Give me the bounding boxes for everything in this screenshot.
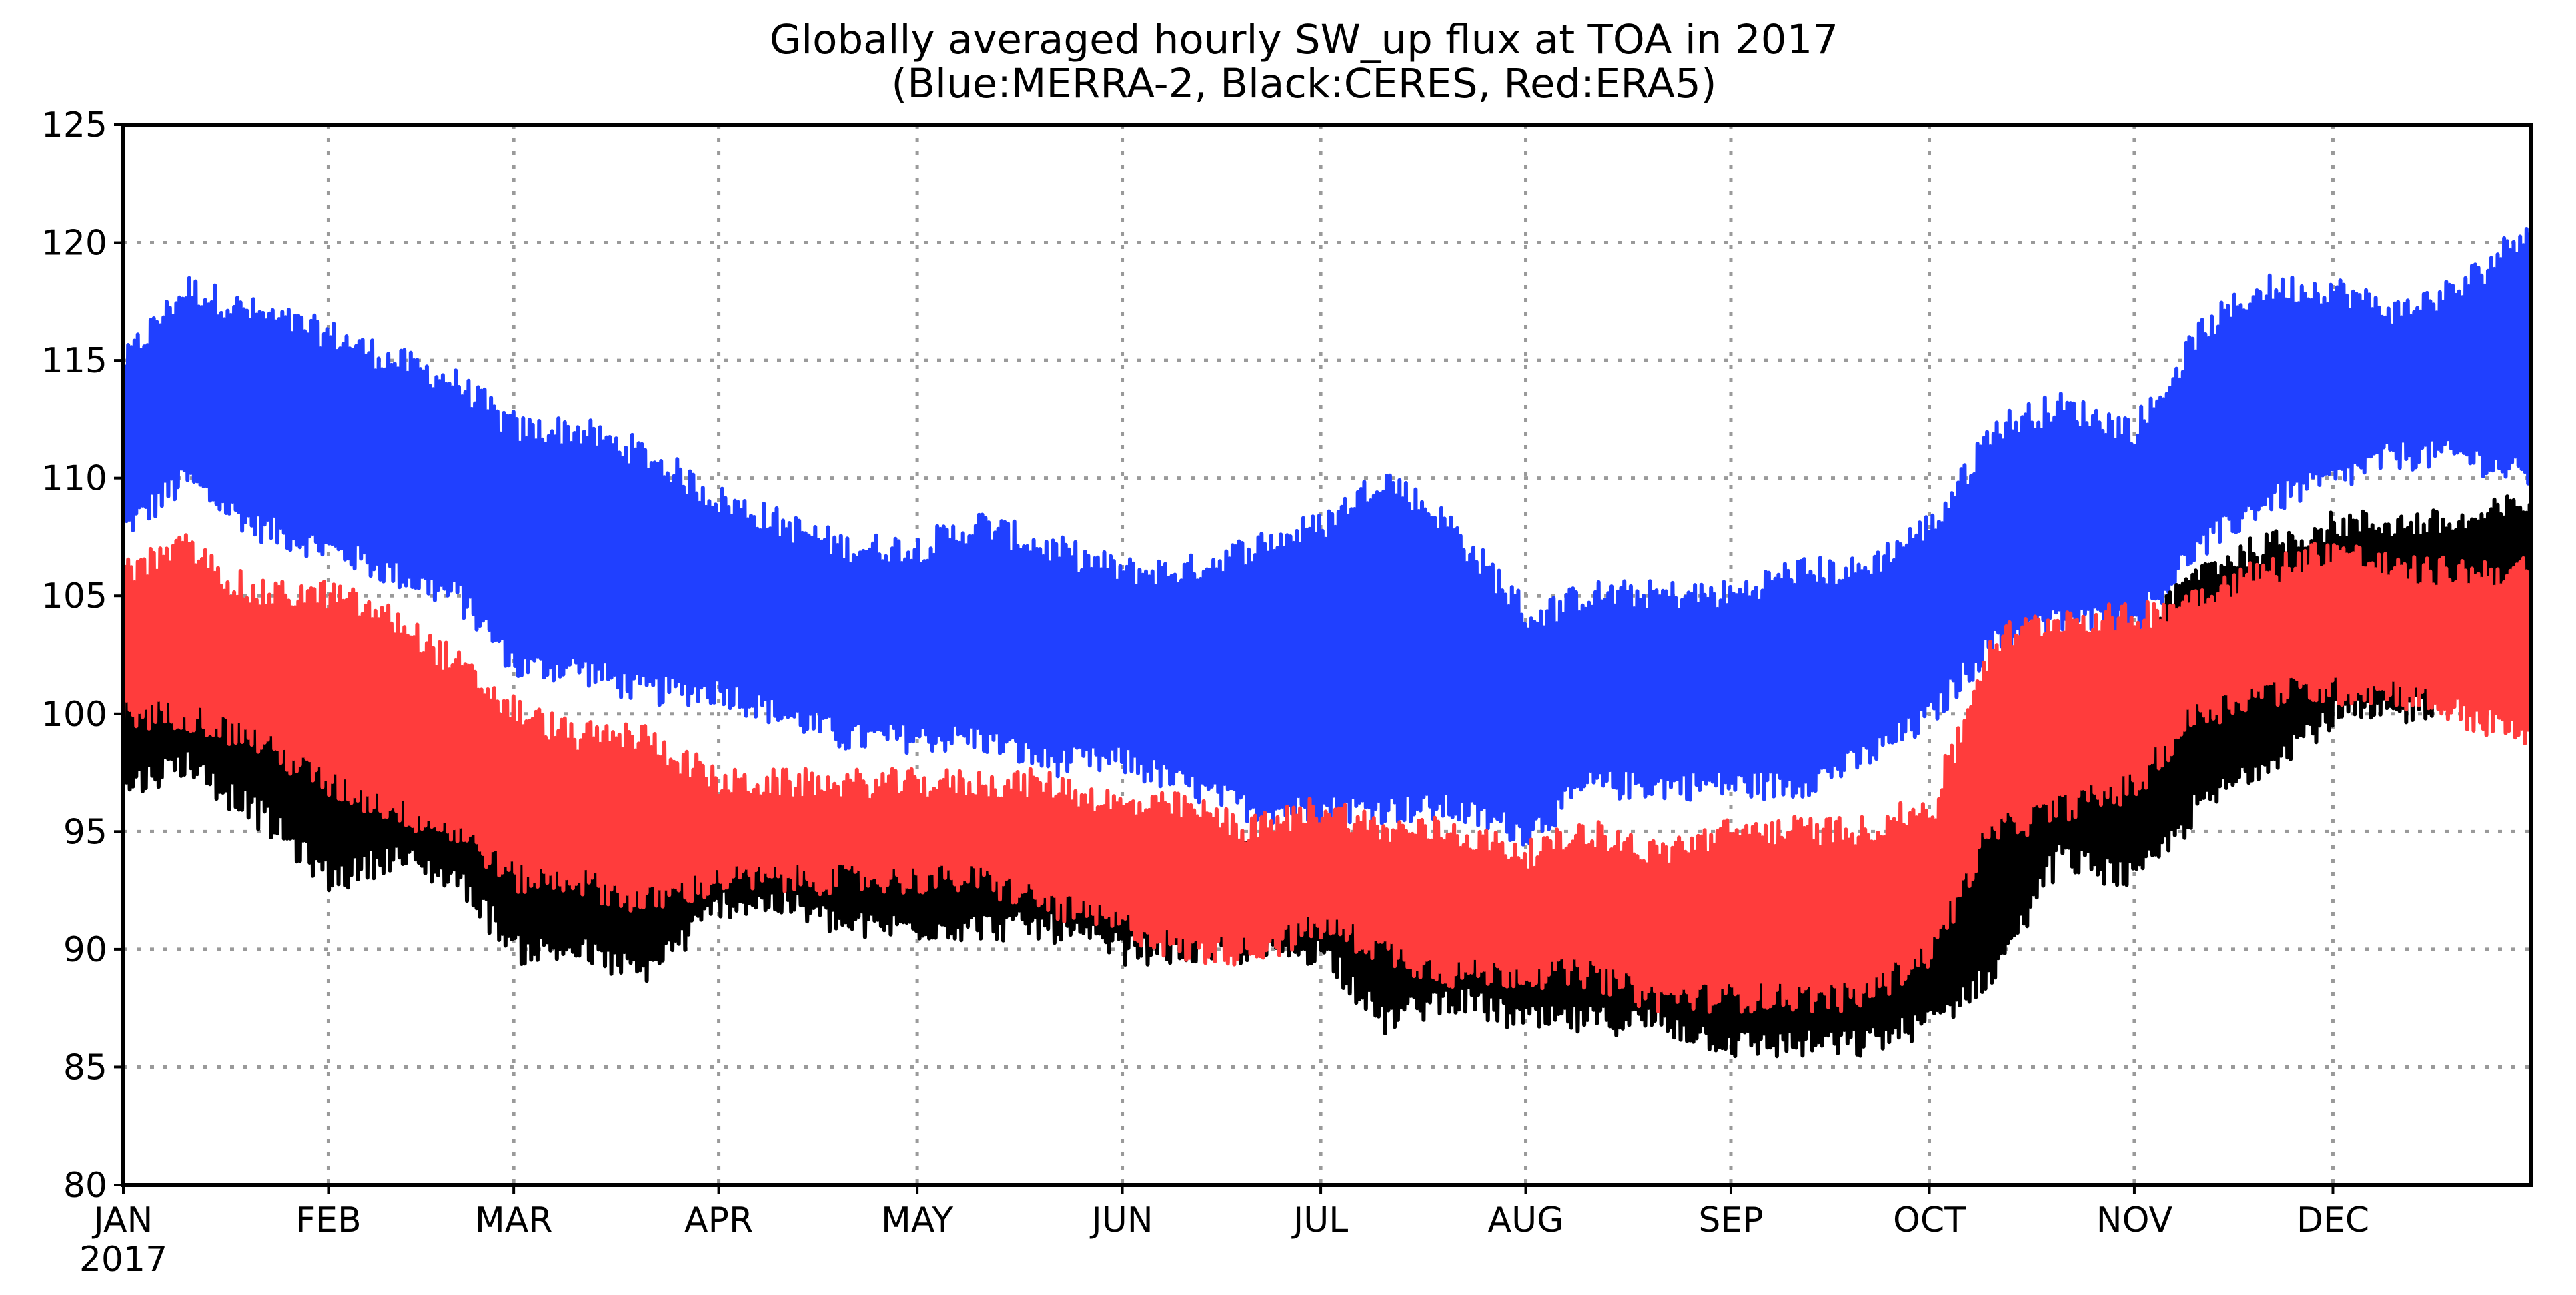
x-tick-label: OCT xyxy=(1893,1200,1966,1240)
x-tick-label: JUL xyxy=(1291,1200,1348,1240)
x-tick-label: JAN xyxy=(92,1200,153,1240)
y-tick-label: 120 xyxy=(41,224,107,264)
ceres-series-line xyxy=(121,494,2533,1059)
x-tick-label: SEP xyxy=(1698,1200,1763,1240)
x-tick-label: APR xyxy=(684,1200,753,1240)
y-tick-label: 95 xyxy=(63,812,107,852)
axes: 80 85 90 95 100 105 110 115 120 125 JAN FEB MAR APR MA… xyxy=(41,105,2369,1240)
y-tick-label: 105 xyxy=(41,576,107,616)
x-tick-label: JUN xyxy=(1089,1200,1153,1240)
x-tick-label: MAY xyxy=(881,1200,953,1240)
x-year-label: 2017 xyxy=(79,1240,167,1280)
y-tick-label: 80 xyxy=(63,1166,107,1206)
x-tick-label: DEC xyxy=(2297,1200,2369,1240)
x-tick-label: MAR xyxy=(475,1200,553,1240)
y-tick-label: 100 xyxy=(41,695,107,735)
plot-frame xyxy=(121,123,2533,1187)
x-tick-label: AUG xyxy=(1488,1200,1564,1240)
chart-subtitle: (Blue:MERRA-2, Black:CERES, Red:ERA5) xyxy=(891,60,1716,107)
plot-area xyxy=(121,227,2533,1059)
x-tick-label: FEB xyxy=(295,1200,361,1240)
y-tick-label: 90 xyxy=(63,930,107,970)
y-tick-label: 115 xyxy=(41,341,107,381)
chart-title: Globally averaged hourly SW_up flux at T… xyxy=(770,16,1838,63)
y-tick-label: 85 xyxy=(63,1047,107,1088)
y-tick-label: 110 xyxy=(41,459,107,499)
x-tick-label: NOV xyxy=(2096,1200,2173,1240)
era5-series-line xyxy=(121,533,2533,1014)
y-tick-label: 125 xyxy=(41,105,107,145)
